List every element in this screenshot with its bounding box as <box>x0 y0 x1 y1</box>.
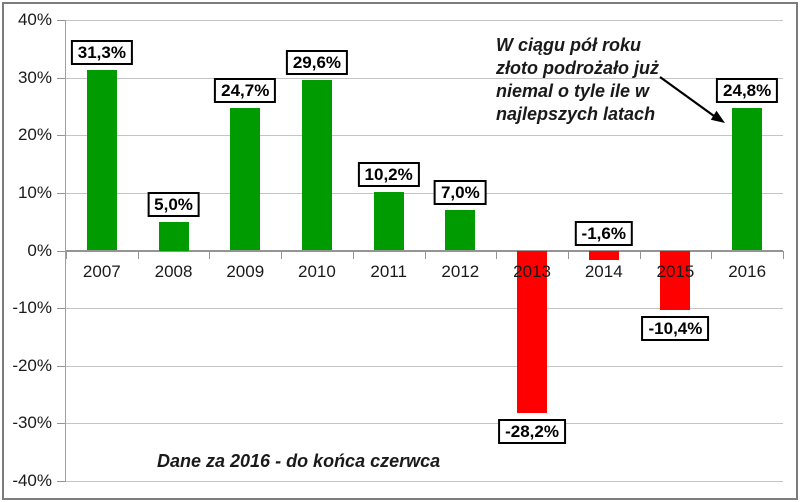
data-label-2010: 29,6% <box>285 49 349 75</box>
data-label-2008: 5,0% <box>147 191 200 217</box>
y-axis-tick-label: -20% <box>12 355 52 375</box>
bar-2015 <box>660 250 691 311</box>
x-axis-label-2014: 2014 <box>584 261 623 281</box>
gridline <box>66 135 783 137</box>
bar-2009 <box>230 108 261 251</box>
gridline <box>66 365 783 367</box>
y-axis-tick-label: 0% <box>27 240 52 260</box>
x-axis-tick <box>137 250 139 259</box>
x-axis-tick <box>496 250 498 259</box>
y-axis-tick-label: 10% <box>17 182 52 202</box>
data-label-2011: 10,2% <box>357 161 420 187</box>
y-axis-tick <box>57 250 66 252</box>
data-label-2013: -28,2% <box>498 419 566 444</box>
x-axis-label-2011: 2011 <box>370 261 407 281</box>
data-label-2007: 31,3% <box>70 40 133 66</box>
y-axis-tick <box>57 192 66 194</box>
bar-2007 <box>86 70 117 251</box>
y-axis-tick <box>57 481 66 482</box>
x-axis-tick <box>66 250 67 259</box>
y-axis-tick <box>57 308 66 310</box>
annotation-text: W ciągu pół roku złoto podrożało już nie… <box>496 35 659 124</box>
data-label-2012: 7,0% <box>433 180 487 206</box>
y-axis-tick-label: -40% <box>12 471 52 490</box>
bar-2008 <box>158 221 189 251</box>
gridline <box>66 192 783 194</box>
y-axis-tick <box>57 423 66 425</box>
bar-2014 <box>588 250 619 260</box>
y-axis-tick-label: -10% <box>12 298 52 318</box>
x-axis-tick <box>281 250 283 259</box>
gridline <box>66 481 783 482</box>
data-label-2014: -1,6% <box>574 220 633 246</box>
x-axis-label-2007: 2007 <box>82 261 121 281</box>
y-axis-tick <box>57 20 66 21</box>
x-axis-tick <box>639 250 641 259</box>
bar-2013 <box>517 250 548 413</box>
y-axis-tick-label: -30% <box>12 413 52 433</box>
x-axis-tick <box>783 250 784 259</box>
y-axis-tick-label: 30% <box>17 67 52 87</box>
x-axis-label-2009: 2009 <box>226 261 265 281</box>
x-axis-tick <box>352 250 354 259</box>
y-axis-tick <box>57 77 66 79</box>
y-axis-line <box>65 20 66 481</box>
bar-2011 <box>373 191 404 251</box>
y-axis-tick <box>57 365 66 367</box>
x-axis-label-2008: 2008 <box>154 261 193 281</box>
x-axis-label-2015: 2015 <box>656 261 695 281</box>
y-axis-tick <box>57 135 66 137</box>
bar-2016 <box>732 107 763 251</box>
bar-2012 <box>445 210 476 251</box>
gridline <box>66 20 783 21</box>
y-axis-tick-label: 40% <box>17 10 52 29</box>
x-axis-label-2012: 2012 <box>441 261 480 281</box>
x-axis-tick <box>209 250 211 259</box>
gridline <box>66 423 783 425</box>
x-axis-tick <box>567 250 569 259</box>
footnote-text: Dane za 2016 - do końca czerwca <box>157 451 441 471</box>
x-axis-label-2010: 2010 <box>298 261 336 281</box>
data-label-2015: -10,4% <box>641 316 710 342</box>
x-axis-tick <box>424 250 426 259</box>
x-axis-tick <box>711 250 713 259</box>
y-axis-tick-label: 20% <box>17 125 52 145</box>
data-label-2016: 24,8% <box>716 77 779 103</box>
x-axis-label-2016: 2016 <box>728 261 767 281</box>
gridline <box>66 77 783 79</box>
bar-2010 <box>301 79 332 251</box>
gridline <box>66 308 783 310</box>
x-axis-label-2013: 2013 <box>513 261 551 281</box>
data-label-2009: 24,7% <box>214 78 277 104</box>
